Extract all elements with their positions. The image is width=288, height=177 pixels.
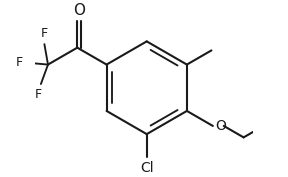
Text: F: F <box>41 27 48 40</box>
Text: Cl: Cl <box>140 161 154 175</box>
Text: O: O <box>215 119 226 133</box>
Text: F: F <box>35 88 42 101</box>
Text: O: O <box>73 3 85 18</box>
Text: F: F <box>16 56 23 69</box>
